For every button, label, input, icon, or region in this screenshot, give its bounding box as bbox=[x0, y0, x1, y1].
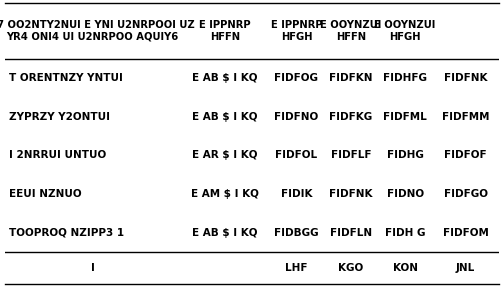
Text: E AB $ I KQ: E AB $ I KQ bbox=[192, 73, 258, 84]
Text: E IPPNRP
HFGH: E IPPNRP HFGH bbox=[271, 20, 322, 42]
Text: FIDFKG: FIDFKG bbox=[329, 112, 372, 122]
Text: I 2NRRUI UNTUO: I 2NRRUI UNTUO bbox=[9, 150, 106, 160]
Text: T ORENTNZY YNTUI: T ORENTNZY YNTUI bbox=[9, 73, 123, 84]
Text: FIDFOF: FIDFOF bbox=[445, 150, 487, 160]
Text: FIDBGG: FIDBGG bbox=[274, 228, 319, 238]
Text: E AB $ I KQ: E AB $ I KQ bbox=[192, 112, 258, 122]
Text: E AB $ I KQ: E AB $ I KQ bbox=[192, 228, 258, 238]
Text: FIDFMM: FIDFMM bbox=[442, 112, 489, 122]
Text: E IPPNRP
HFFN: E IPPNRP HFFN bbox=[199, 20, 250, 42]
Text: FIDFML: FIDFML bbox=[383, 112, 427, 122]
Text: E OOYNZUI
HFGH: E OOYNZUI HFGH bbox=[374, 20, 436, 42]
Text: FIDFNO: FIDFNO bbox=[274, 112, 319, 122]
Text: FIDFOL: FIDFOL bbox=[275, 150, 318, 160]
Text: E AR $ I KQ: E AR $ I KQ bbox=[192, 150, 258, 160]
Text: FIDFOG: FIDFOG bbox=[275, 73, 319, 84]
Text: E OOYNZUI
HFFN: E OOYNZUI HFFN bbox=[320, 20, 382, 42]
Text: FIDFLN: FIDFLN bbox=[330, 228, 372, 238]
Text: ZYPRZY Y2ONTUI: ZYPRZY Y2ONTUI bbox=[9, 112, 110, 122]
Text: FIDFOM: FIDFOM bbox=[443, 228, 488, 238]
Text: JNL: JNL bbox=[456, 263, 475, 273]
Text: FIDHG: FIDHG bbox=[387, 150, 423, 160]
Text: I 7 OO2NTY2NUI E YNI U2NRPOOI UZ
YR4 ONI4 UI U2NRPOO AQUIY6: I 7 OO2NTY2NUI E YNI U2NRPOOI UZ YR4 ONI… bbox=[0, 20, 195, 42]
Text: KGO: KGO bbox=[338, 263, 363, 273]
Text: FIDFGO: FIDFGO bbox=[444, 189, 488, 199]
Text: FIDFNK: FIDFNK bbox=[444, 73, 487, 84]
Text: FIDH G: FIDH G bbox=[385, 228, 425, 238]
Text: FIDIK: FIDIK bbox=[281, 189, 312, 199]
Text: EEUI NZNUO: EEUI NZNUO bbox=[9, 189, 82, 199]
Text: FIDFLF: FIDFLF bbox=[331, 150, 371, 160]
Text: FIDFNK: FIDFNK bbox=[329, 189, 372, 199]
Text: FIDNO: FIDNO bbox=[387, 189, 424, 199]
Text: LHF: LHF bbox=[285, 263, 308, 273]
Text: FIDFKN: FIDFKN bbox=[329, 73, 372, 84]
Text: TOOPROQ NZIPP3 1: TOOPROQ NZIPP3 1 bbox=[9, 228, 124, 238]
Text: KON: KON bbox=[393, 263, 418, 273]
Text: I: I bbox=[91, 263, 95, 273]
Text: FIDHFG: FIDHFG bbox=[383, 73, 427, 84]
Text: E AM $ I KQ: E AM $ I KQ bbox=[191, 189, 259, 199]
